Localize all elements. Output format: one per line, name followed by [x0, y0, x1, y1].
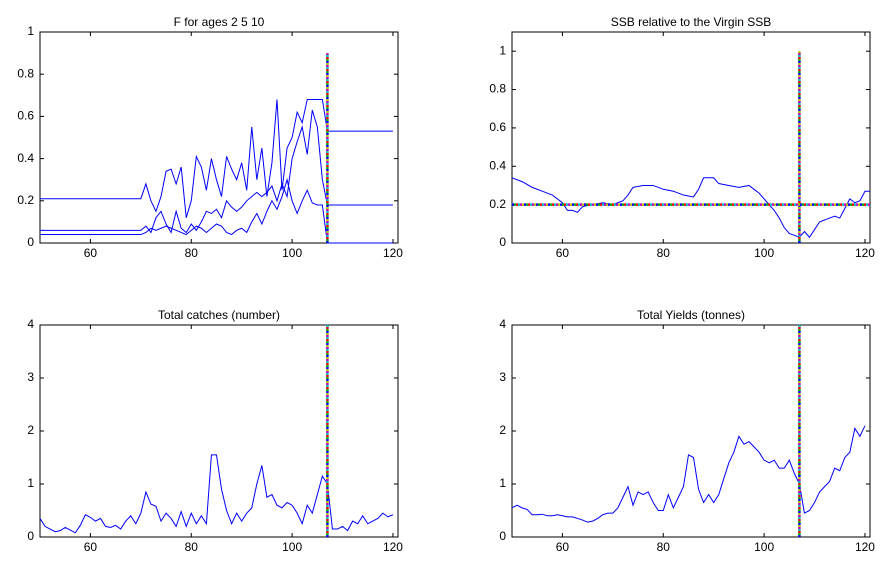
y-tick-label: 4: [27, 317, 34, 331]
x-tick-label: 80: [185, 540, 199, 554]
y-tick-label: 0: [499, 235, 506, 249]
chart-title: Total Yields (tonnes): [637, 308, 745, 322]
x-tick-label: 100: [282, 540, 302, 554]
x-tick-label: 60: [556, 246, 570, 260]
y-tick-label: 0.6: [489, 120, 506, 134]
y-tick-label: 0: [27, 529, 34, 543]
y-tick-label: 0.8: [17, 66, 34, 80]
axes-box: [511, 31, 871, 244]
x-tick-label: 100: [282, 246, 302, 260]
y-tick-label: 2: [499, 423, 506, 437]
y-tick-label: 0.6: [17, 109, 34, 123]
y-tick-label: 3: [27, 370, 34, 384]
x-tick-label: 60: [84, 246, 98, 260]
y-tick-label: 0.2: [489, 197, 506, 211]
y-tick-label: 3: [499, 370, 506, 384]
y-tick-label: 4: [499, 317, 506, 331]
y-tick-label: 0: [27, 235, 34, 249]
y-tick-label: 1: [27, 476, 34, 490]
data-line: [40, 99, 393, 218]
data-line: [39, 454, 394, 534]
x-tick-label: 100: [754, 246, 774, 260]
y-tick-label: 0.4: [17, 151, 34, 165]
x-tick-label: 120: [383, 540, 403, 554]
chart-title: F for ages 2 5 10: [174, 15, 265, 29]
x-tick-label: 80: [657, 540, 671, 554]
y-tick-label: 2: [27, 423, 34, 437]
x-tick-label: 100: [754, 540, 774, 554]
axes-box: [39, 31, 399, 244]
x-tick-label: 120: [855, 540, 875, 554]
data-line: [40, 177, 393, 244]
x-tick-label: 120: [383, 246, 403, 260]
y-tick-label: 0: [499, 529, 506, 543]
x-tick-label: 60: [556, 540, 570, 554]
axes-box: [511, 324, 871, 538]
y-tick-label: 0.8: [489, 82, 506, 96]
y-tick-label: 0.2: [17, 193, 34, 207]
chart-title: Total catches (number): [158, 308, 280, 322]
y-tick-label: 1: [499, 476, 506, 490]
data-line: [40, 109, 393, 234]
x-tick-label: 80: [185, 246, 199, 260]
y-tick-label: 0.4: [489, 158, 506, 172]
x-tick-label: 80: [657, 246, 671, 260]
y-tick-label: 1: [499, 43, 506, 57]
data-line: [511, 177, 870, 239]
chart-title: SSB relative to the Virgin SSB: [611, 15, 772, 29]
axes-box: [39, 324, 399, 538]
x-tick-label: 120: [855, 246, 875, 260]
y-tick-label: 1: [27, 24, 34, 38]
data-line: [511, 425, 866, 523]
x-tick-label: 60: [84, 540, 98, 554]
